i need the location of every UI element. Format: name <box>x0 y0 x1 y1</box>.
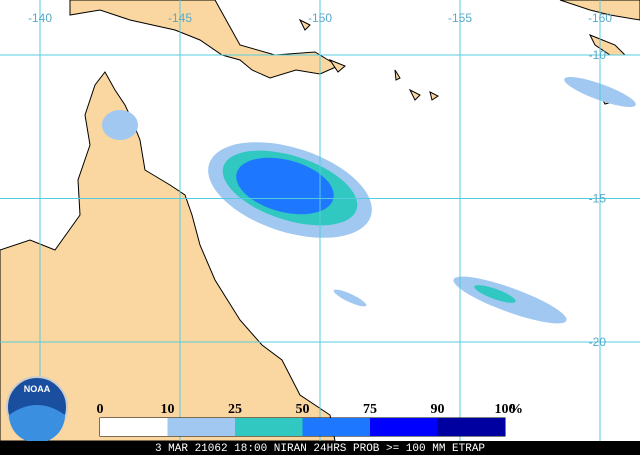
logo-text: NOAA <box>24 384 51 394</box>
legend-label: 10 <box>161 402 175 417</box>
legend-swatch <box>167 418 235 436</box>
legend-label: 25 <box>228 402 242 417</box>
lon-label: -160 <box>588 11 612 25</box>
caption-bar <box>0 441 640 455</box>
legend-unit: % <box>509 402 523 417</box>
legend-label: 100 <box>495 402 516 417</box>
legend-swatch <box>370 418 438 436</box>
lon-label: -145 <box>168 11 192 25</box>
lon-label: -150 <box>308 11 332 25</box>
lon-label: -155 <box>448 11 472 25</box>
precip-area <box>474 285 516 303</box>
legend-label: 75 <box>363 402 377 417</box>
caption: 3 MAR 21062 18:00 NIRAN 24HRS PROB >= 10… <box>155 443 485 455</box>
legend-swatch <box>302 418 370 436</box>
logo-wave <box>9 405 65 443</box>
legend: 0 10 25 50 75 90 100% <box>97 402 523 437</box>
precip-areas <box>102 76 636 324</box>
legend-swatch <box>100 418 168 436</box>
precip-area <box>236 157 334 215</box>
lat-label: -10 <box>589 48 607 62</box>
lat-label: -15 <box>589 192 607 206</box>
precip-area <box>333 289 367 307</box>
land <box>0 0 640 442</box>
legend-label: 90 <box>431 402 445 417</box>
graticule: -140 -145 -150 -155 -160 -10 -15 -20 <box>0 0 640 441</box>
legend-swatch <box>235 418 303 436</box>
precip-area <box>102 110 138 140</box>
lon-label: -140 <box>28 11 52 25</box>
legend-label: 50 <box>296 402 310 417</box>
legend-swatch <box>437 418 505 436</box>
lat-label: -20 <box>589 335 607 349</box>
noaa-logo: NOAA <box>6 376 68 443</box>
legend-label: 0 <box>97 402 104 417</box>
